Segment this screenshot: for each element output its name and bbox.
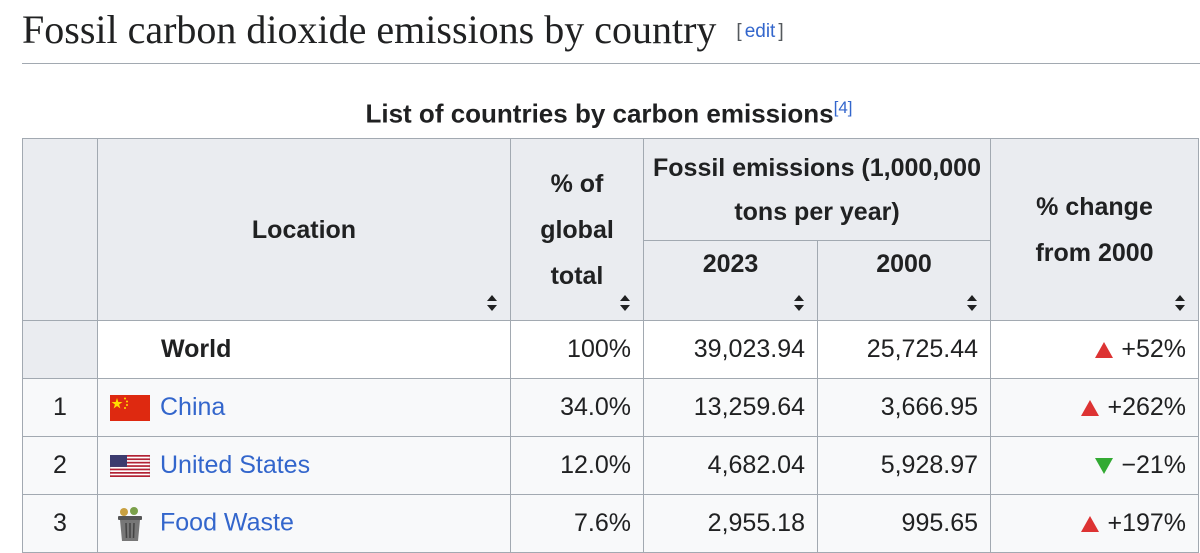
edit-link[interactable]: edit (744, 21, 776, 42)
header-text: 2023 (702, 250, 759, 278)
increase-icon (1081, 516, 1100, 533)
flag-china (110, 395, 150, 422)
edit-section: [edit] (736, 21, 783, 42)
header-text: % change from 2000 (1035, 192, 1154, 267)
emissions-cell: 13,259.64 (643, 378, 818, 437)
rank-cell: 3 (22, 494, 98, 553)
sort-icon[interactable] (1174, 294, 1186, 312)
sort-icon[interactable] (486, 294, 498, 312)
row: 1 China 34.0% 13,259.64 3,666.95 +262% (22, 378, 1200, 437)
emissions-cell: 5,928.97 (816, 436, 992, 495)
emissions-header: Fossil emissions (1,000,000 tons per yea… (642, 138, 992, 241)
table-caption: List of countries by carbon emissions[4] (0, 98, 1200, 130)
share-cell: 7.6% (510, 494, 644, 553)
change-cell: +197% (990, 494, 1200, 553)
emissions-cell: 3,666.95 (816, 378, 992, 437)
sort-icon[interactable] (619, 294, 631, 312)
rank-cell: 1 (22, 378, 98, 437)
change-text: +197% (1107, 509, 1187, 537)
bracket: [ (736, 21, 742, 42)
location-link[interactable]: United States (160, 451, 311, 479)
heading: Fossil carbon dioxide emissions by count… (22, 6, 784, 53)
caption-text: List of countries by carbon emissions (365, 98, 834, 129)
row: 2 United States 12.0% 4,682.04 5,928.97 … (22, 436, 1200, 495)
share-cell: 34.0% (510, 378, 644, 437)
location-cell: Food Waste (97, 494, 511, 553)
flag-usa (109, 454, 151, 478)
rank-cell: 2 (22, 436, 98, 495)
row: 3 Food Waste 7.6% 2,955.18 995.65 +197% (22, 494, 1200, 553)
share-cell: 12.0% (510, 436, 644, 495)
emissions-cell: 995.65 (816, 494, 992, 553)
header-text: 2000 (876, 250, 932, 278)
change-text: +52% (1121, 335, 1187, 363)
heading-title: Fossil carbon dioxide emissions by count… (22, 7, 717, 52)
location-cell: World (97, 320, 511, 379)
rank-header (22, 138, 98, 321)
decrease-icon (1095, 458, 1114, 475)
increase-icon (1095, 342, 1114, 359)
reference[interactable]: [4] (833, 98, 853, 117)
header-text: Fossil emissions (1,000,000 tons per yea… (653, 153, 981, 226)
location-header[interactable]: Location (97, 138, 511, 321)
change-cell: −21% (990, 436, 1200, 495)
change-cell: +262% (990, 378, 1200, 437)
emissions-cell: 25,725.44 (816, 320, 992, 379)
year-header[interactable]: 2000 (816, 240, 992, 321)
change-header[interactable]: % change from 2000 (990, 138, 1200, 321)
location-link[interactable]: China (160, 393, 226, 421)
rank-cell (22, 320, 98, 379)
header-text: % of global total (540, 169, 614, 290)
row: World 100% 39,023.94 25,725.44 +52% (22, 320, 1200, 379)
heading-rule (22, 63, 1200, 64)
location-link[interactable]: Food Waste (160, 508, 294, 537)
bracket: ] (778, 21, 784, 42)
emissions-cell: 2,955.18 (643, 494, 818, 553)
increase-icon (1081, 400, 1100, 417)
change-text: +262% (1107, 393, 1187, 421)
emissions-table: Location % of global total Fossil emissi… (22, 138, 1200, 553)
header-text: Location (251, 215, 357, 244)
location-cell: China (97, 378, 511, 437)
change-cell: +52% (990, 320, 1200, 379)
sort-icon[interactable] (793, 294, 805, 312)
year-header[interactable]: 2023 (643, 240, 818, 321)
location-cell: United States (97, 436, 511, 495)
change-text: −21% (1121, 451, 1187, 479)
sort-icon[interactable] (966, 294, 978, 312)
share-cell: 100% (510, 320, 644, 379)
emissions-cell: 39,023.94 (643, 320, 818, 379)
trash-icon (118, 506, 142, 541)
emissions-cell: 4,682.04 (643, 436, 818, 495)
share-header[interactable]: % of global total (510, 138, 644, 321)
